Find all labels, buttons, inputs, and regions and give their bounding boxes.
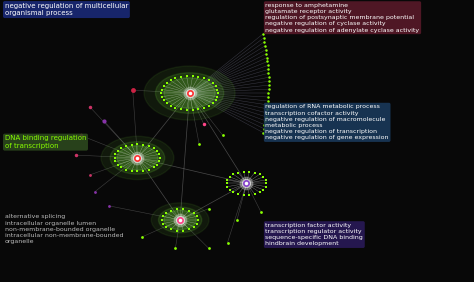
Circle shape — [144, 66, 235, 120]
Circle shape — [151, 203, 209, 237]
Circle shape — [101, 136, 174, 180]
Text: negative regulation of multicellular
organismal process: negative regulation of multicellular org… — [5, 3, 128, 16]
Circle shape — [110, 142, 165, 174]
Text: response to amphetamine
glutamate receptor activity
regulation of postsynaptic m: response to amphetamine glutamate recept… — [265, 3, 419, 33]
Circle shape — [158, 207, 202, 233]
Circle shape — [155, 73, 224, 113]
Text: regulation of RNA metabolic process
transcription cofactor activity
negative reg: regulation of RNA metabolic process tran… — [265, 104, 389, 140]
Text: alternative splicing
intracellular organelle lumen
non-membrane-bounded organell: alternative splicing intracellular organ… — [5, 214, 123, 244]
Text: DNA binding regulation
of transcription: DNA binding regulation of transcription — [5, 135, 86, 149]
Text: transcription factor activity
transcription regulator activity
sequence-specific: transcription factor activity transcript… — [265, 223, 363, 246]
Circle shape — [164, 210, 196, 230]
Circle shape — [117, 146, 158, 170]
Circle shape — [164, 78, 215, 108]
